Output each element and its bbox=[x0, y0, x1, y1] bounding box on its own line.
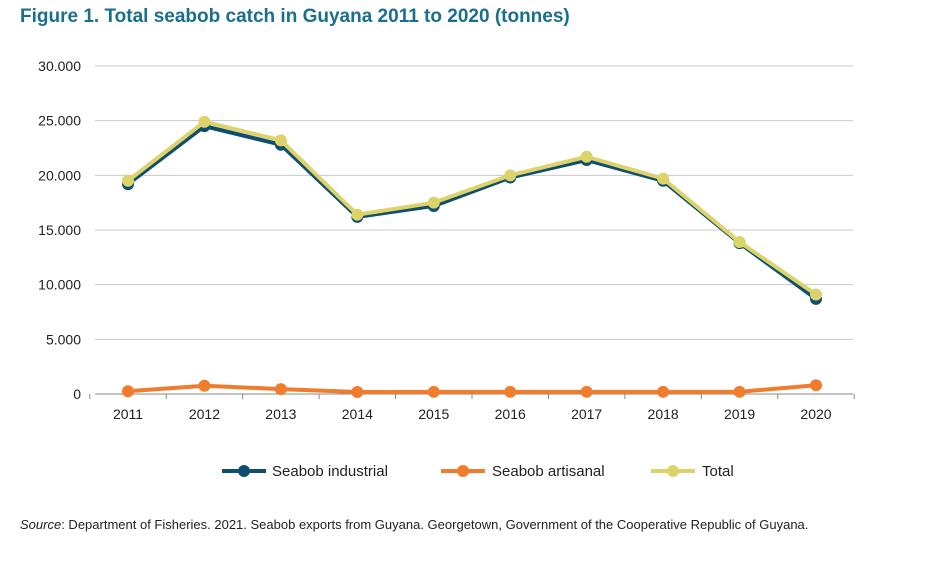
data-point-total bbox=[657, 172, 670, 185]
y-axis-ticks: 0 5.000 10.000 15.000 20.000 25.000 30.000 bbox=[38, 58, 81, 402]
series-total bbox=[122, 115, 822, 301]
data-point-seabob-artisanal bbox=[504, 385, 517, 398]
data-point-seabob-artisanal bbox=[733, 385, 746, 398]
data-point-total bbox=[274, 134, 287, 147]
x-tick-label: 2017 bbox=[571, 406, 602, 422]
x-tick-label: 2020 bbox=[800, 406, 831, 422]
x-tick-label: 2018 bbox=[648, 406, 679, 422]
source-text: : Department of Fisheries. 2021. Seabob … bbox=[61, 517, 809, 532]
series-layer bbox=[122, 115, 822, 399]
data-point-total bbox=[580, 150, 593, 163]
data-point-seabob-artisanal bbox=[810, 379, 822, 392]
y-tick-label: 25.000 bbox=[38, 113, 81, 129]
y-tick-label: 10.000 bbox=[38, 277, 81, 293]
x-tick-label: 2019 bbox=[724, 406, 755, 422]
data-point-seabob-artisanal bbox=[198, 379, 211, 392]
x-tick-label: 2012 bbox=[189, 406, 220, 422]
x-tick-label: 2014 bbox=[342, 406, 373, 422]
y-tick-label: 20.000 bbox=[38, 167, 81, 183]
legend-label: Total bbox=[702, 463, 734, 480]
x-axis: 2011 2012 2013 2014 2015 2016 2017 2018 2019 2020 bbox=[89, 393, 855, 422]
gridlines bbox=[95, 65, 853, 340]
line-chart: 0 5.000 10.000 15.000 20.000 25.000 30.000 201… bbox=[38, 58, 855, 480]
x-tick-label: 2015 bbox=[418, 406, 449, 422]
legend-label: Seabob industrial bbox=[272, 463, 388, 480]
series-line-seabob-industrial bbox=[126, 124, 818, 301]
data-point-total bbox=[198, 115, 211, 128]
y-tick-label: 5.000 bbox=[46, 331, 81, 347]
series-line-seabob-artisanal bbox=[126, 383, 818, 395]
source-note: Source: Department of Fisheries. 2021. S… bbox=[20, 514, 900, 535]
figure-title: Figure 1. Total seabob catch in Guyana 2… bbox=[20, 6, 570, 27]
data-point-seabob-artisanal bbox=[122, 385, 134, 398]
source-label: Source bbox=[20, 517, 62, 532]
legend-marker bbox=[238, 465, 250, 477]
data-point-seabob-artisanal bbox=[580, 385, 593, 398]
y-tick-label: 30.000 bbox=[38, 58, 81, 74]
x-tick-label: 2011 bbox=[113, 406, 143, 422]
data-point-seabob-artisanal bbox=[657, 385, 670, 398]
series-seabob-artisanal bbox=[122, 379, 822, 399]
y-tick-label: 0 bbox=[73, 386, 81, 402]
legend-item-total: Total bbox=[651, 463, 734, 480]
data-point-total bbox=[504, 169, 517, 182]
legend-item-seabob-artisanal: Seabob artisanal bbox=[441, 463, 605, 480]
legend-marker bbox=[667, 465, 679, 477]
data-point-total bbox=[733, 236, 746, 249]
data-point-total bbox=[122, 174, 134, 187]
legend-item-seabob-industrial: Seabob industrial bbox=[222, 463, 388, 480]
series-seabob-industrial bbox=[122, 120, 822, 305]
data-point-total bbox=[810, 288, 822, 301]
x-tick-label: 2016 bbox=[495, 406, 526, 422]
data-point-total bbox=[351, 208, 364, 221]
data-point-total bbox=[427, 196, 440, 209]
data-point-seabob-artisanal bbox=[351, 386, 364, 399]
y-tick-label: 15.000 bbox=[38, 222, 81, 238]
legend-label: Seabob artisanal bbox=[492, 463, 605, 480]
legend: Seabob industrial Seabob artisanal Total bbox=[222, 463, 734, 480]
legend-marker bbox=[457, 465, 469, 477]
data-point-seabob-artisanal bbox=[427, 385, 440, 398]
series-line-total bbox=[126, 119, 818, 297]
x-tick-label: 2013 bbox=[265, 406, 296, 422]
data-point-seabob-artisanal bbox=[274, 383, 287, 396]
